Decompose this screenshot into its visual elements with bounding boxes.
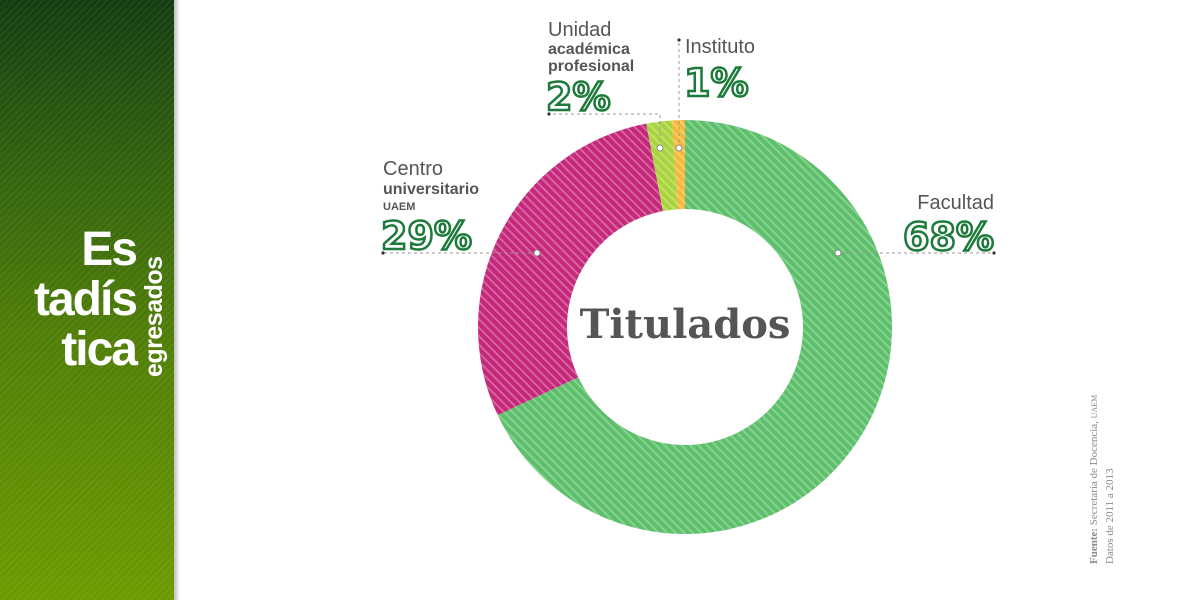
end-instituto xyxy=(677,38,681,42)
slice-instituto-hatch xyxy=(672,120,685,210)
anchor-centro xyxy=(533,249,541,257)
anchor-unidad xyxy=(656,144,664,152)
source-org: UAEM xyxy=(1090,394,1099,419)
source-line-1: Fuente: Secretaría de Docencia, UAEM xyxy=(1088,395,1100,564)
instituto-percent: 1% xyxy=(684,61,749,105)
end-facultad xyxy=(992,251,996,255)
end-unidad xyxy=(547,112,551,116)
anchor-instituto xyxy=(675,144,683,152)
facultad-label: Facultad xyxy=(917,192,994,214)
source-note: Fuente: Secretaría de Docencia, UAEM Dat… xyxy=(1088,356,1124,564)
slice-unidad-hatch xyxy=(646,120,678,212)
unidad-percent: 2% xyxy=(546,75,611,119)
source-label: Fuente: xyxy=(1088,527,1100,564)
sidebar-title-line-3: tica xyxy=(61,323,138,376)
donut-slices xyxy=(478,120,892,534)
centro-label-line-3: UAEM xyxy=(383,201,415,213)
sidebar-title-line-1: Es xyxy=(81,223,138,276)
sidebar-title-line-2: tadís xyxy=(33,273,138,326)
end-centro xyxy=(381,251,385,255)
unidad-label-line-3: profesional xyxy=(548,58,634,75)
anchor-facultad xyxy=(834,249,842,257)
sidebar-panel: Es tadís tica egresados xyxy=(0,0,174,600)
source-text: Secretaría de Docencia, xyxy=(1088,421,1100,526)
leader-lines xyxy=(381,38,996,257)
slice-facultad-hatch xyxy=(497,120,892,534)
slice-centro-hatch xyxy=(478,123,663,416)
centro-label-line-1: Centro xyxy=(383,158,443,180)
sidebar-texture xyxy=(0,0,174,600)
leader-unidad xyxy=(549,113,661,148)
unidad-label-line-1: Unidad xyxy=(548,19,611,41)
source-line-2: Datos de 2011 a 2013 xyxy=(1104,468,1116,564)
facultad-percent: 68% xyxy=(903,215,994,259)
sidebar-shadow xyxy=(174,0,180,600)
centro-label-line-2: universitario xyxy=(383,181,479,198)
instituto-label: Instituto xyxy=(685,36,755,58)
chart-title: Titulados xyxy=(580,301,791,348)
unidad-label-line-2: académica xyxy=(548,41,630,58)
centro-percent: 29% xyxy=(381,214,472,258)
